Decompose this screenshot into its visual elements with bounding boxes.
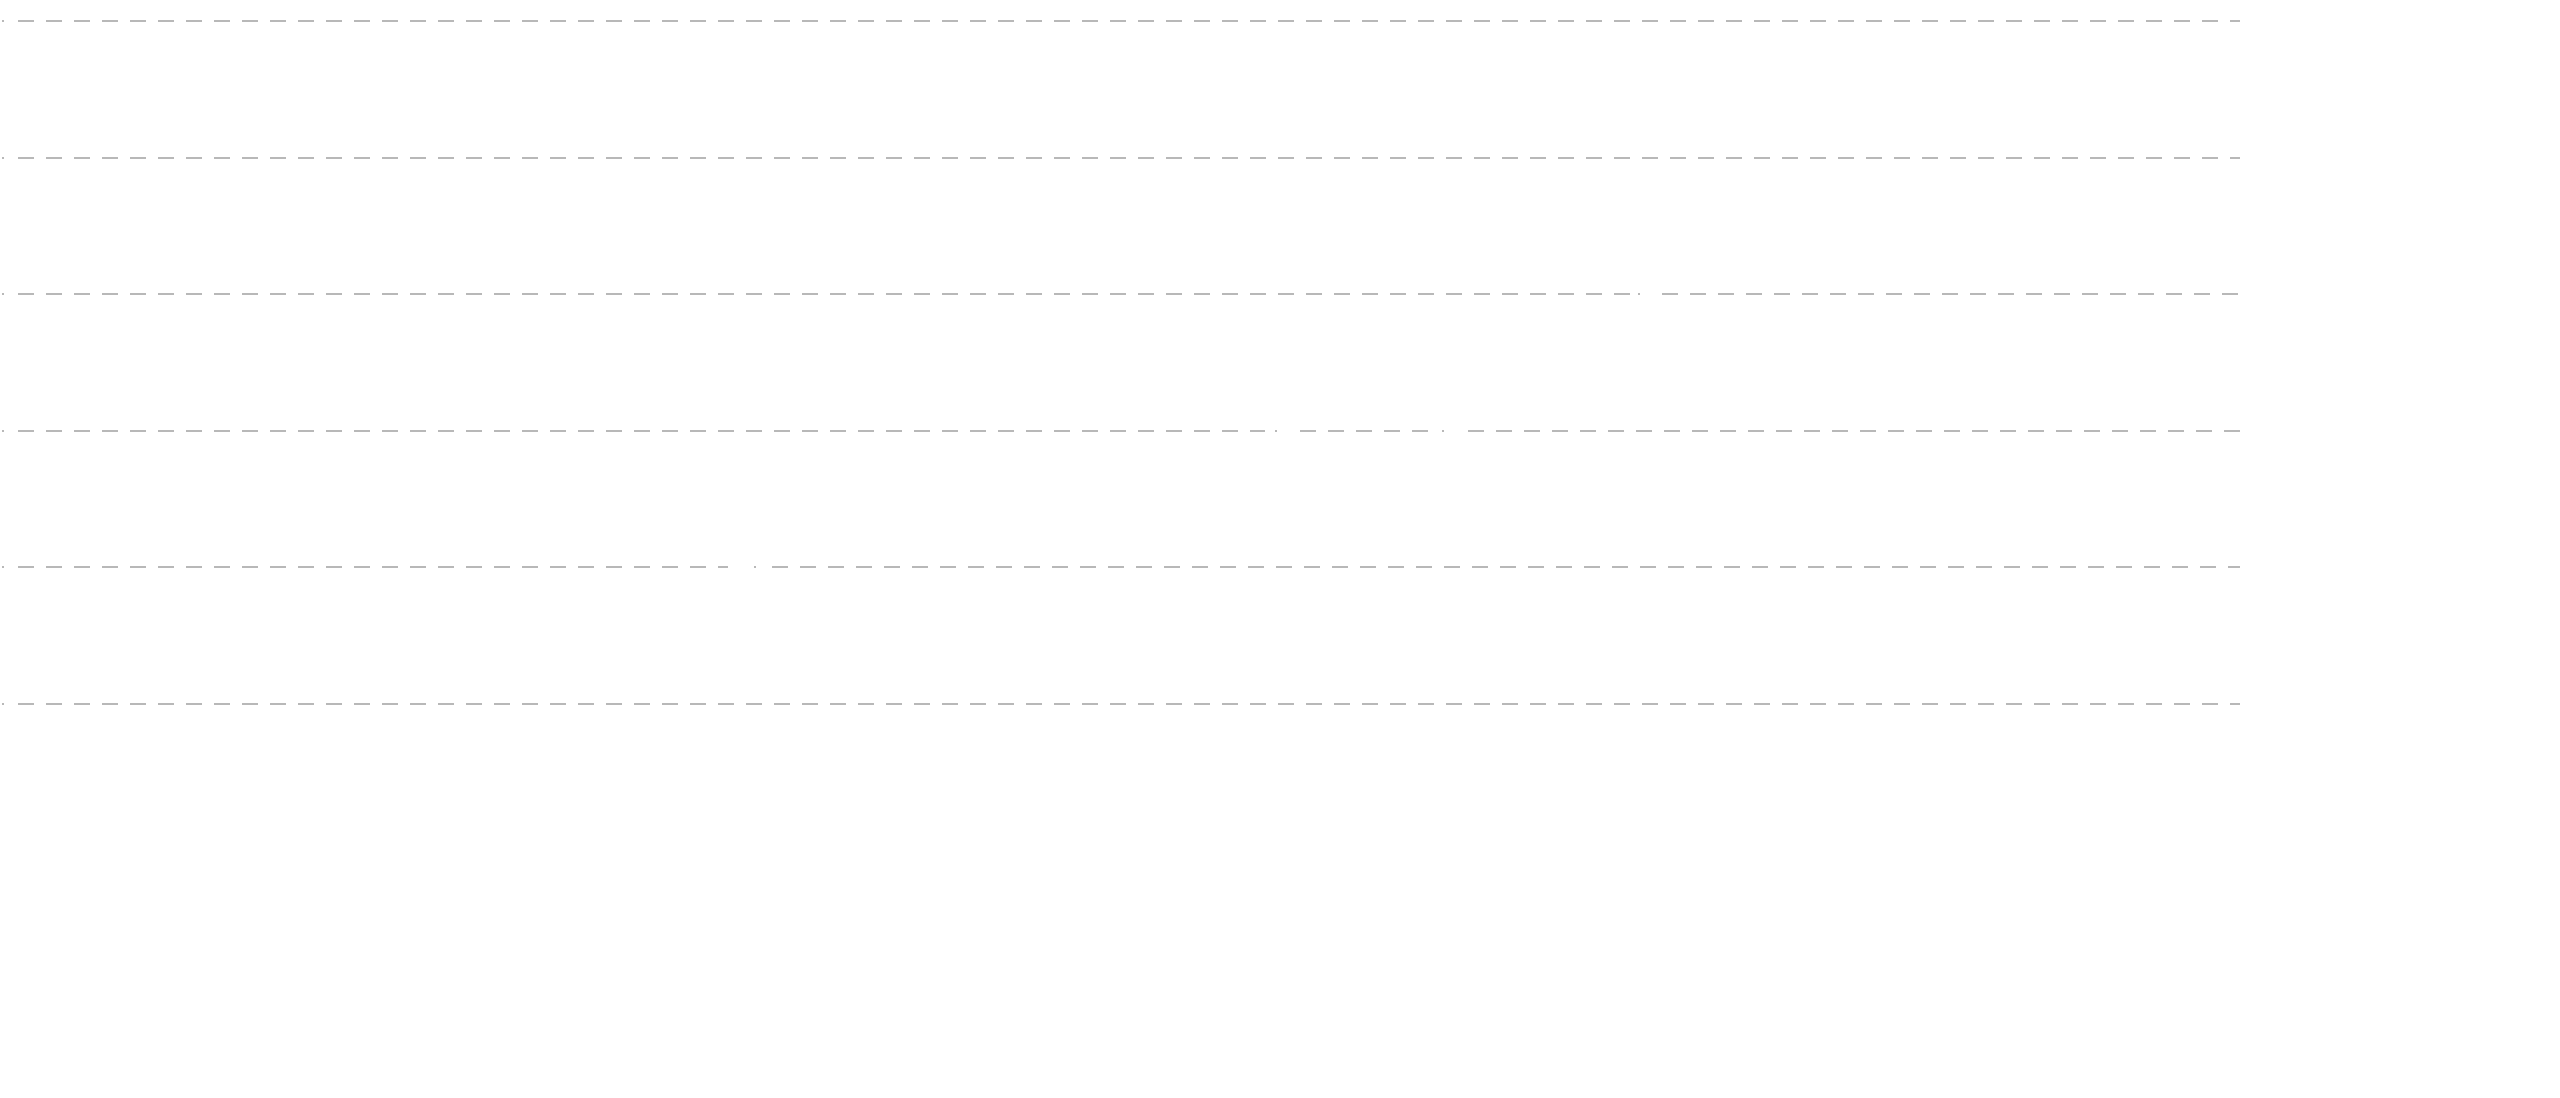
rules bbox=[2, 20, 2240, 705]
page bbox=[2, 20, 2240, 705]
